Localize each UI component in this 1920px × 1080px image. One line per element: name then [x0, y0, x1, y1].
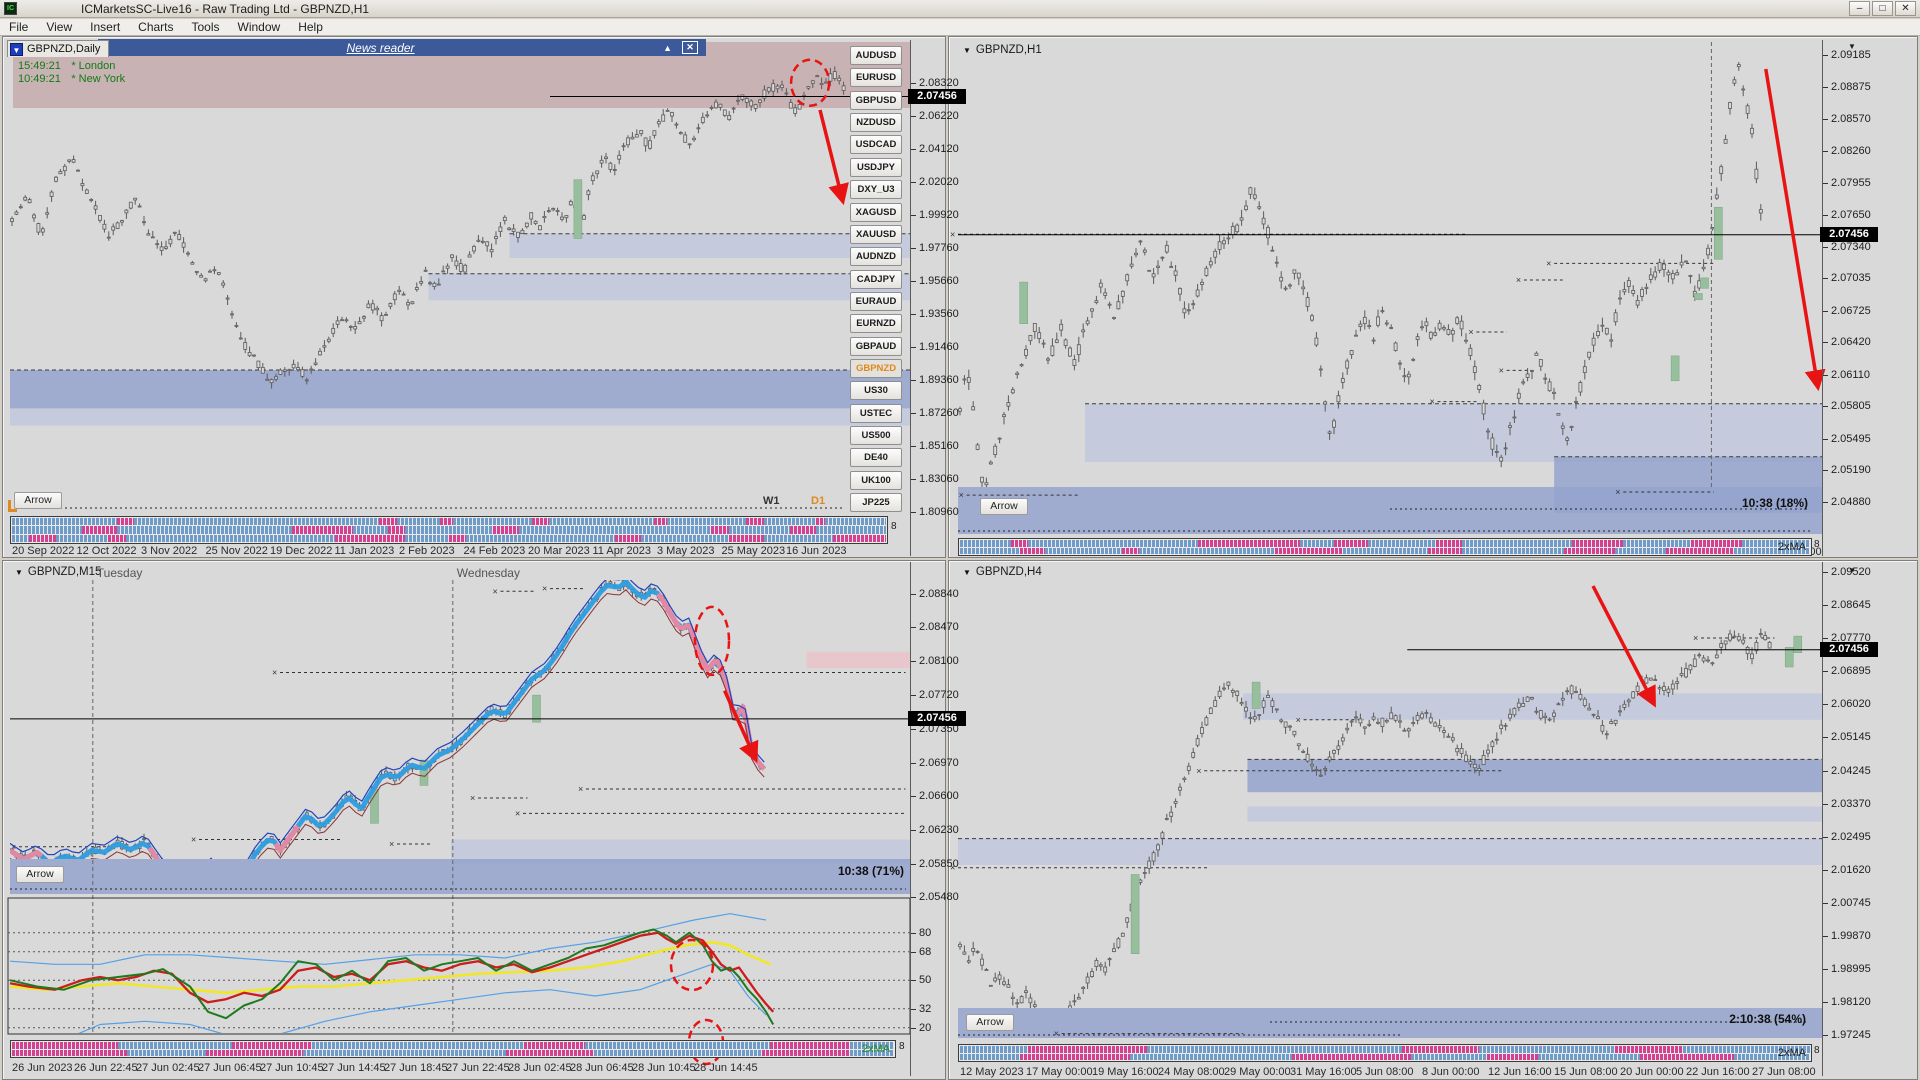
symbol-button-gbpusd[interactable]: GBPUSD: [850, 90, 902, 110]
close-button[interactable]: ✕: [1895, 1, 1916, 16]
menu-bar: File View Insert Charts Tools Window Help: [0, 19, 1920, 36]
symbol-button-us30[interactable]: US30: [850, 381, 902, 401]
chart-dropdown-icon[interactable]: ▼: [1848, 566, 1856, 575]
menu-window[interactable]: Window: [237, 20, 281, 34]
menu-view[interactable]: View: [46, 20, 73, 34]
arrow-tool-button[interactable]: Arrow: [16, 866, 64, 883]
chart-window-m15: ▼ GBPNZD,M15: [2, 560, 946, 1080]
chart-title: GBPNZD,H4: [975, 566, 1042, 578]
chart-header-h4[interactable]: ▼ GBPNZD,H4: [963, 566, 1042, 578]
symbol-button-gbpaud[interactable]: GBPAUD: [850, 336, 902, 356]
chart-title: GBPNZD,H1: [975, 44, 1042, 56]
session-london: 15:49:21 * London: [18, 60, 116, 72]
menu-charts[interactable]: Charts: [138, 20, 174, 34]
symbol-button-eurnzd[interactable]: EURNZD: [850, 314, 902, 334]
symbol-button-audusd[interactable]: AUDUSD: [850, 46, 902, 65]
collapse-icon[interactable]: ▲: [663, 42, 672, 53]
news-reader-bar[interactable]: News reader ▲ ✕: [98, 39, 706, 56]
symbol-button-uk100[interactable]: UK100: [850, 470, 902, 490]
symbol-button-cadjpy[interactable]: CADJPY: [850, 269, 902, 289]
chart-header-h1[interactable]: ▼ GBPNZD,H1: [963, 44, 1042, 56]
chart-window-daily: ▼ GBPNZD,Daily: [2, 36, 946, 558]
menu-file[interactable]: File: [9, 20, 29, 34]
tab-gbpnzd-daily[interactable]: ▼ GBPNZD,Daily: [7, 40, 110, 57]
symbol-button-ustec[interactable]: USTEC: [850, 403, 902, 423]
news-reader-title: News reader: [346, 40, 415, 55]
menu-help[interactable]: Help: [298, 20, 323, 34]
chart-dropdown-icon[interactable]: ▼: [963, 567, 971, 577]
chart-dropdown-icon[interactable]: ▼: [15, 567, 23, 577]
chart-title: GBPNZD,M15: [27, 566, 102, 578]
symbol-button-usdjpy[interactable]: USDJPY: [850, 157, 902, 177]
arrow-tool-button[interactable]: Arrow: [14, 492, 62, 509]
window-controls: – □ ✕: [1849, 1, 1916, 16]
title-bar: IC ICMarketsSC-Live16 - Raw Trading Ltd …: [0, 0, 1920, 18]
symbol-button-dxy_u3[interactable]: DXY_U3: [850, 180, 902, 200]
close-icon[interactable]: ✕: [682, 41, 698, 54]
symbol-button-jp225[interactable]: JP225: [850, 493, 902, 512]
tab-label: GBPNZD,Daily: [27, 43, 101, 55]
symbol-button-de40[interactable]: DE40: [850, 448, 902, 468]
arrow-tool-button[interactable]: Arrow: [980, 498, 1028, 515]
menu-tools[interactable]: Tools: [191, 20, 220, 34]
symbol-button-usdcad[interactable]: USDCAD: [850, 135, 902, 155]
chart-dropdown-icon[interactable]: ▼: [10, 42, 23, 56]
window-title: ICMarketsSC-Live16 - Raw Trading Ltd - G…: [81, 1, 370, 16]
chart-dropdown-icon[interactable]: ▼: [963, 45, 971, 55]
symbol-button-nzdusd[interactable]: NZDUSD: [850, 113, 902, 133]
symbol-button-gbpnzd[interactable]: GBPNZD: [850, 358, 902, 378]
chart-header-m15[interactable]: ▼ GBPNZD,M15: [15, 566, 101, 578]
arrow-tool-button[interactable]: Arrow: [966, 1014, 1014, 1031]
session-newyork: 10:49:21 * New York: [18, 73, 126, 85]
symbol-button-eurusd[interactable]: EURUSD: [850, 68, 902, 88]
symbol-button-xagusd[interactable]: XAGUSD: [850, 202, 902, 222]
menu-insert[interactable]: Insert: [90, 20, 121, 34]
symbol-button-audnzd[interactable]: AUDNZD: [850, 247, 902, 267]
chart-window-h1: ▼ GBPNZD,H1: [948, 36, 1918, 558]
minimize-button[interactable]: –: [1849, 1, 1870, 16]
chart-dropdown-icon[interactable]: ▼: [1848, 42, 1856, 51]
chart-window-h4: ▼ GBPNZD,H4: [948, 560, 1918, 1080]
symbol-button-euraud[interactable]: EURAUD: [850, 291, 902, 311]
app-icon: IC: [4, 2, 17, 15]
maximize-button[interactable]: □: [1872, 1, 1893, 16]
symbol-button-us500[interactable]: US500: [850, 426, 902, 445]
symbol-button-xauusd[interactable]: XAUUSD: [850, 224, 902, 244]
